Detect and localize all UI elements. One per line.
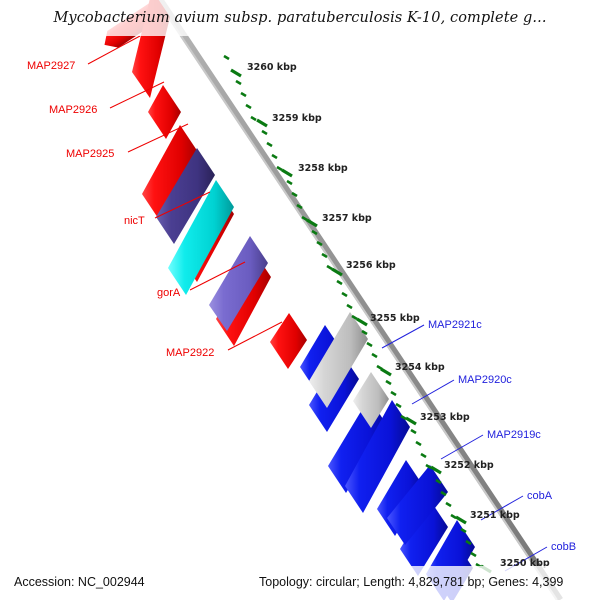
ruler-label-3255: 3255 kbp xyxy=(370,313,420,324)
reverse-leader-lines xyxy=(381,324,548,572)
ruler-label-3258: 3258 kbp xyxy=(298,163,348,174)
gene-label-coba[interactable]: cobA xyxy=(527,490,553,502)
gene-label-map2920c[interactable]: MAP2920c xyxy=(458,374,512,386)
ruler-label-3260: 3260 kbp xyxy=(247,62,297,73)
ruler-label-3250: 3250 kbp xyxy=(500,558,550,569)
gene-label-map2925[interactable]: MAP2925 xyxy=(66,148,115,160)
ruler-label-3254: 3254 kbp xyxy=(395,362,445,373)
gene-label-nict[interactable]: nicT xyxy=(124,215,145,227)
forward-strand-outer-track[interactable] xyxy=(156,148,268,331)
gene-label-map2926[interactable]: MAP2926 xyxy=(49,104,98,116)
gene-label-map2919c[interactable]: MAP2919c xyxy=(487,429,541,441)
gene-label-gora[interactable]: gorA xyxy=(157,287,181,299)
forward-leader-lines xyxy=(87,35,283,351)
ruler-label-3252: 3252 kbp xyxy=(444,460,494,471)
ruler-label-3257: 3257 kbp xyxy=(322,213,372,224)
ruler-label-3251: 3251 kbp xyxy=(470,510,520,521)
status-bar: Accession: NC_002944 Topology: circular;… xyxy=(0,566,600,600)
ruler-tick-marks xyxy=(223,54,492,574)
reverse-strand-outer-track[interactable] xyxy=(309,312,475,600)
ruler-label-3256: 3256 kbp xyxy=(346,260,396,271)
gene-label-map2922[interactable]: MAP2922 xyxy=(166,347,215,359)
ruler-label-3259: 3259 kbp xyxy=(272,113,322,124)
accession-label: Accession: NC_002944 xyxy=(14,575,145,589)
gene-label-map2927[interactable]: MAP2927 xyxy=(27,60,76,72)
ruler-label-3253: 3253 kbp xyxy=(420,412,470,423)
genome-summary-label: Topology: circular; Length: 4,829,781 bp… xyxy=(259,575,564,589)
genome-backbone xyxy=(155,0,563,600)
gene-label-cobb[interactable]: cobB xyxy=(551,541,577,553)
gene-label-map2921c[interactable]: MAP2921c xyxy=(428,319,482,331)
